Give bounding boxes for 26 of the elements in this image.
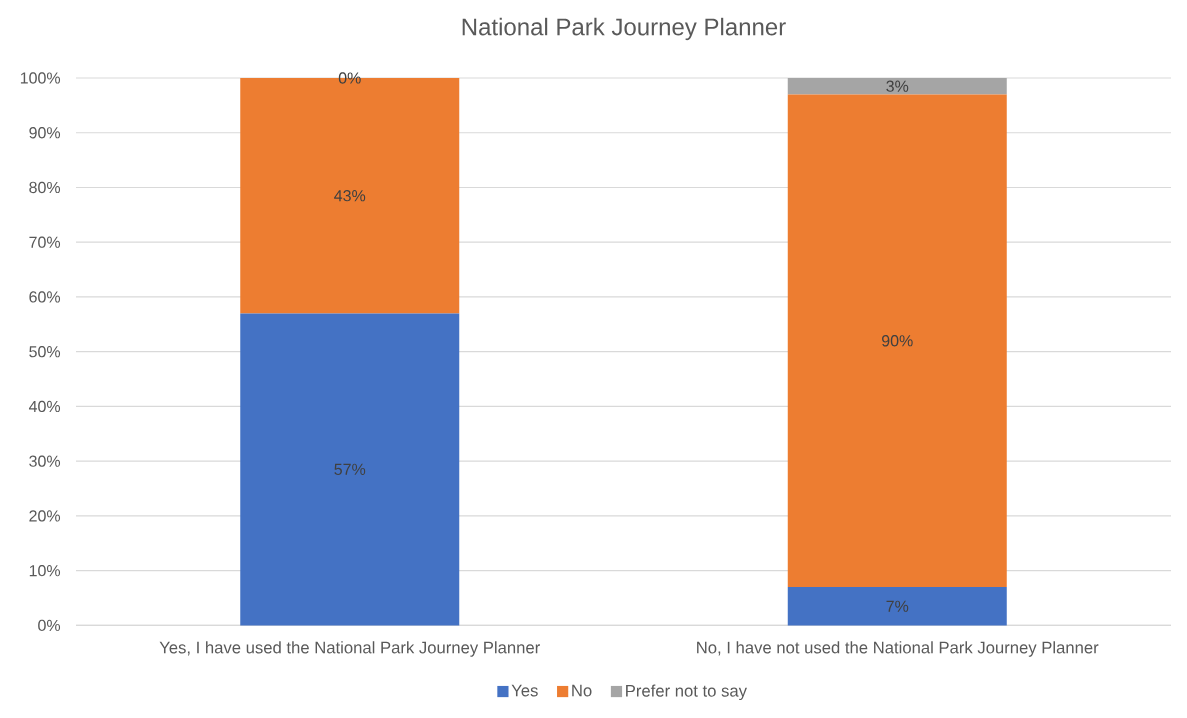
y-tick-label: 80% bbox=[29, 181, 61, 194]
y-tick-label: 50% bbox=[29, 346, 61, 358]
legend-label: Prefer not to say bbox=[626, 684, 747, 701]
chart-title: National Park Journey Planner bbox=[462, 17, 786, 41]
data-label: 7% bbox=[886, 600, 909, 612]
y-tick-label: 60% bbox=[29, 291, 61, 303]
y-tick-label: 90% bbox=[29, 127, 61, 139]
y-tick-label: 40% bbox=[28, 400, 61, 413]
data-label: 43% bbox=[334, 190, 366, 202]
y-tick-label: 0% bbox=[38, 619, 61, 632]
bar bbox=[787, 587, 1007, 626]
bar bbox=[787, 77, 1007, 95]
legend-label: No bbox=[572, 684, 592, 697]
legend-label: Yes bbox=[511, 684, 538, 697]
data-label: 57% bbox=[334, 463, 366, 476]
x-tick-label: No, I have not used the National Park Journey Planner bbox=[697, 641, 1099, 657]
y-tick-label: 30% bbox=[29, 455, 61, 467]
data-label: 3% bbox=[886, 80, 909, 92]
y-tick-label: 20% bbox=[29, 510, 61, 522]
y-tick-label: 10% bbox=[29, 565, 61, 577]
data-label: 90% bbox=[882, 335, 913, 347]
y-tick-label: 100% bbox=[20, 72, 61, 84]
bar bbox=[787, 94, 1007, 588]
x-tick-label: Yes, I have used the National Park Journey Planner bbox=[159, 641, 540, 657]
bar bbox=[240, 313, 460, 626]
y-tick-label: 70% bbox=[29, 236, 61, 248]
